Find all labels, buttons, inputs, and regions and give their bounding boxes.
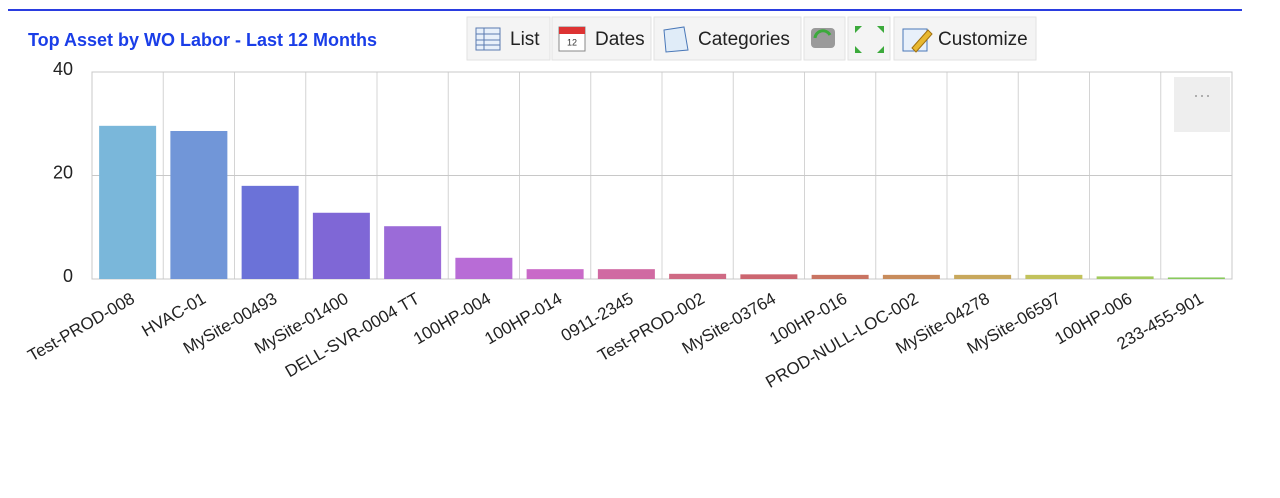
x-tick-label: 100HP-004: [410, 289, 494, 348]
button-label[interactable]: Categories: [698, 29, 790, 50]
bar: [170, 130, 228, 279]
toolbar: List 12 Dates Categories Customize: [466, 16, 1037, 61]
bar: [1025, 274, 1083, 279]
bar: [1096, 276, 1154, 279]
refresh-button[interactable]: [803, 16, 846, 61]
bar: [455, 257, 513, 279]
customize-button[interactable]: Customize: [893, 16, 1037, 61]
bar: [241, 185, 299, 279]
bar: [526, 269, 584, 279]
chart-title: Top Asset by WO Labor - Last 12 Months: [28, 30, 377, 50]
bar: [1167, 277, 1225, 279]
bar: [312, 212, 370, 279]
x-tick-label: Test-PROD-008: [24, 289, 137, 365]
bar: [99, 125, 157, 279]
categories-button[interactable]: Categories: [653, 16, 802, 61]
bar: [882, 274, 940, 279]
y-tick-label: 20: [53, 162, 73, 182]
x-tick-label: DELL-SVR-0004 TT: [282, 289, 423, 381]
y-tick-label: 40: [53, 59, 73, 79]
menu-button[interactable]: [1174, 77, 1230, 132]
bar: [740, 274, 798, 279]
bar: [669, 273, 727, 279]
button-label[interactable]: Customize: [938, 29, 1028, 50]
bar: [597, 269, 655, 279]
bar: [954, 274, 1012, 279]
svg-text:12: 12: [567, 37, 577, 47]
dates-button[interactable]: 12 Dates: [551, 16, 652, 61]
button-label[interactable]: Dates: [595, 29, 645, 50]
expand-button[interactable]: [847, 16, 891, 61]
button-label[interactable]: List: [510, 29, 540, 50]
bar: [384, 226, 442, 279]
bar: [811, 274, 869, 279]
x-tick-label: 100HP-014: [481, 289, 565, 348]
list-button[interactable]: List: [466, 16, 551, 61]
y-tick-label: 0: [63, 266, 73, 286]
